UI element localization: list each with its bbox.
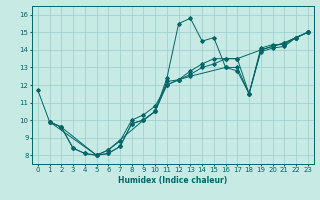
- X-axis label: Humidex (Indice chaleur): Humidex (Indice chaleur): [118, 176, 228, 185]
